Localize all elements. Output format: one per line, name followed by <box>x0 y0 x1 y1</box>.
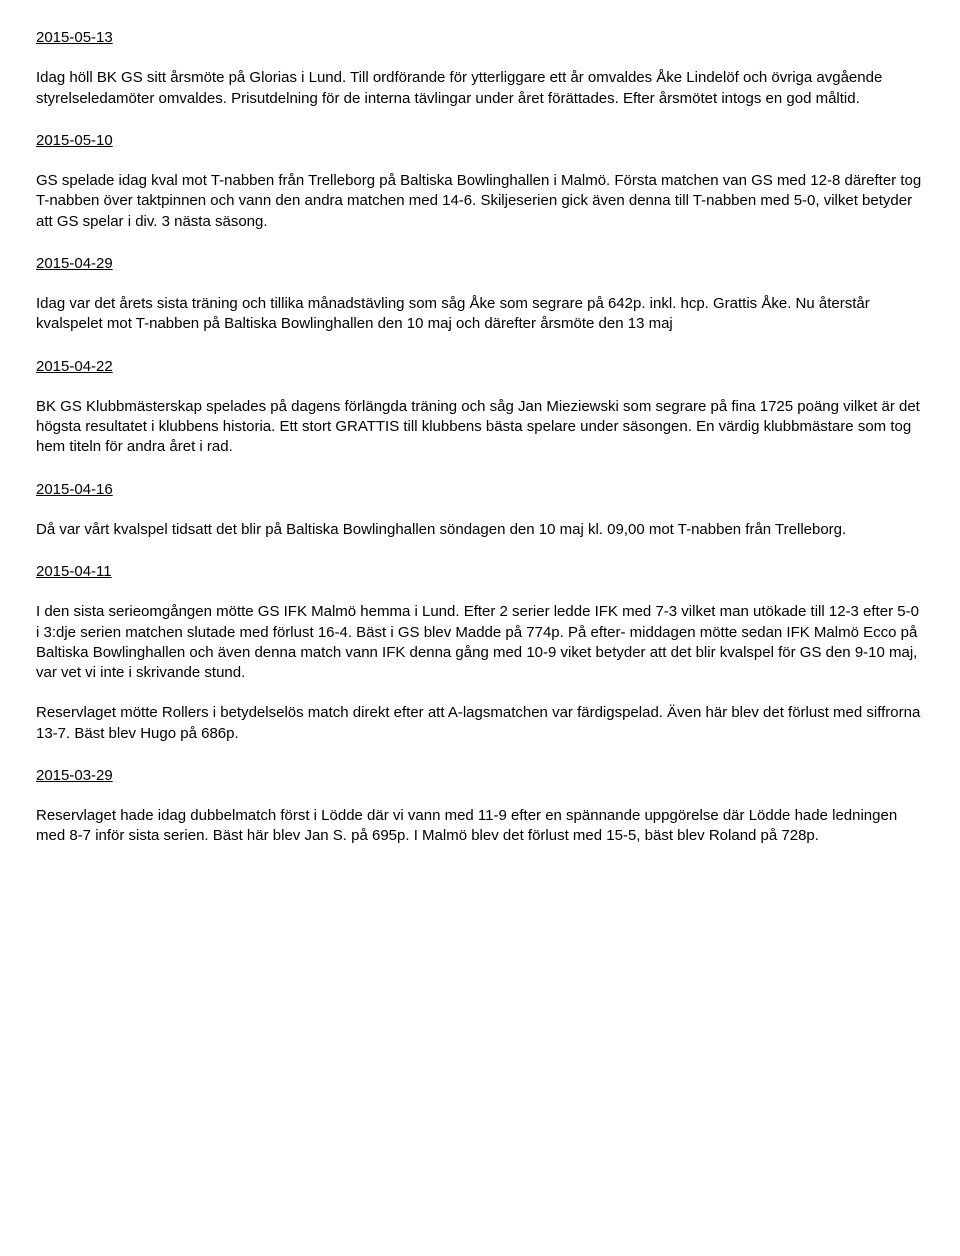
entry-date: 2015-04-11 <box>36 562 924 582</box>
document-body: 2015-05-13 Idag höll BK GS sitt årsmöte p… <box>36 28 924 847</box>
entry-date: 2015-05-10 <box>36 131 924 151</box>
entry-paragraph: I den sista serieomgången mötte GS IFK M… <box>36 602 924 683</box>
entry-paragraph: Då var vårt kvalspel tidsatt det blir på… <box>36 520 924 540</box>
entry-date: 2015-03-29 <box>36 766 924 786</box>
entry-paragraph: GS spelade idag kval mot T-nabben från T… <box>36 171 924 232</box>
entry-paragraph: Reservlaget hade idag dubbelmatch först … <box>36 806 924 847</box>
news-entry: 2015-04-16 Då var vårt kvalspel tidsatt d… <box>36 480 924 541</box>
entry-date: 2015-04-29 <box>36 254 924 274</box>
news-entry: 2015-03-29 Reservlaget hade idag dubbelma… <box>36 766 924 847</box>
entry-paragraph: BK GS Klubbmästerskap spelades på dagens… <box>36 397 924 458</box>
entry-date: 2015-04-22 <box>36 357 924 377</box>
news-entry: 2015-04-29 Idag var det årets sista träni… <box>36 254 924 335</box>
news-entry: 2015-05-10 GS spelade idag kval mot T-nab… <box>36 131 924 232</box>
news-entry: 2015-04-22 BK GS Klubbmästerskap spelades… <box>36 357 924 458</box>
entry-paragraph: Idag var det årets sista träning och til… <box>36 294 924 335</box>
entry-paragraph: Idag höll BK GS sitt årsmöte på Glorias … <box>36 68 924 109</box>
news-entry: 2015-05-13 Idag höll BK GS sitt årsmöte p… <box>36 28 924 109</box>
entry-paragraph: Reservlaget mötte Rollers i betydelselös… <box>36 703 924 744</box>
news-entry: 2015-04-11 I den sista serieomgången mött… <box>36 562 924 744</box>
entry-date: 2015-05-13 <box>36 28 924 48</box>
entry-date: 2015-04-16 <box>36 480 924 500</box>
